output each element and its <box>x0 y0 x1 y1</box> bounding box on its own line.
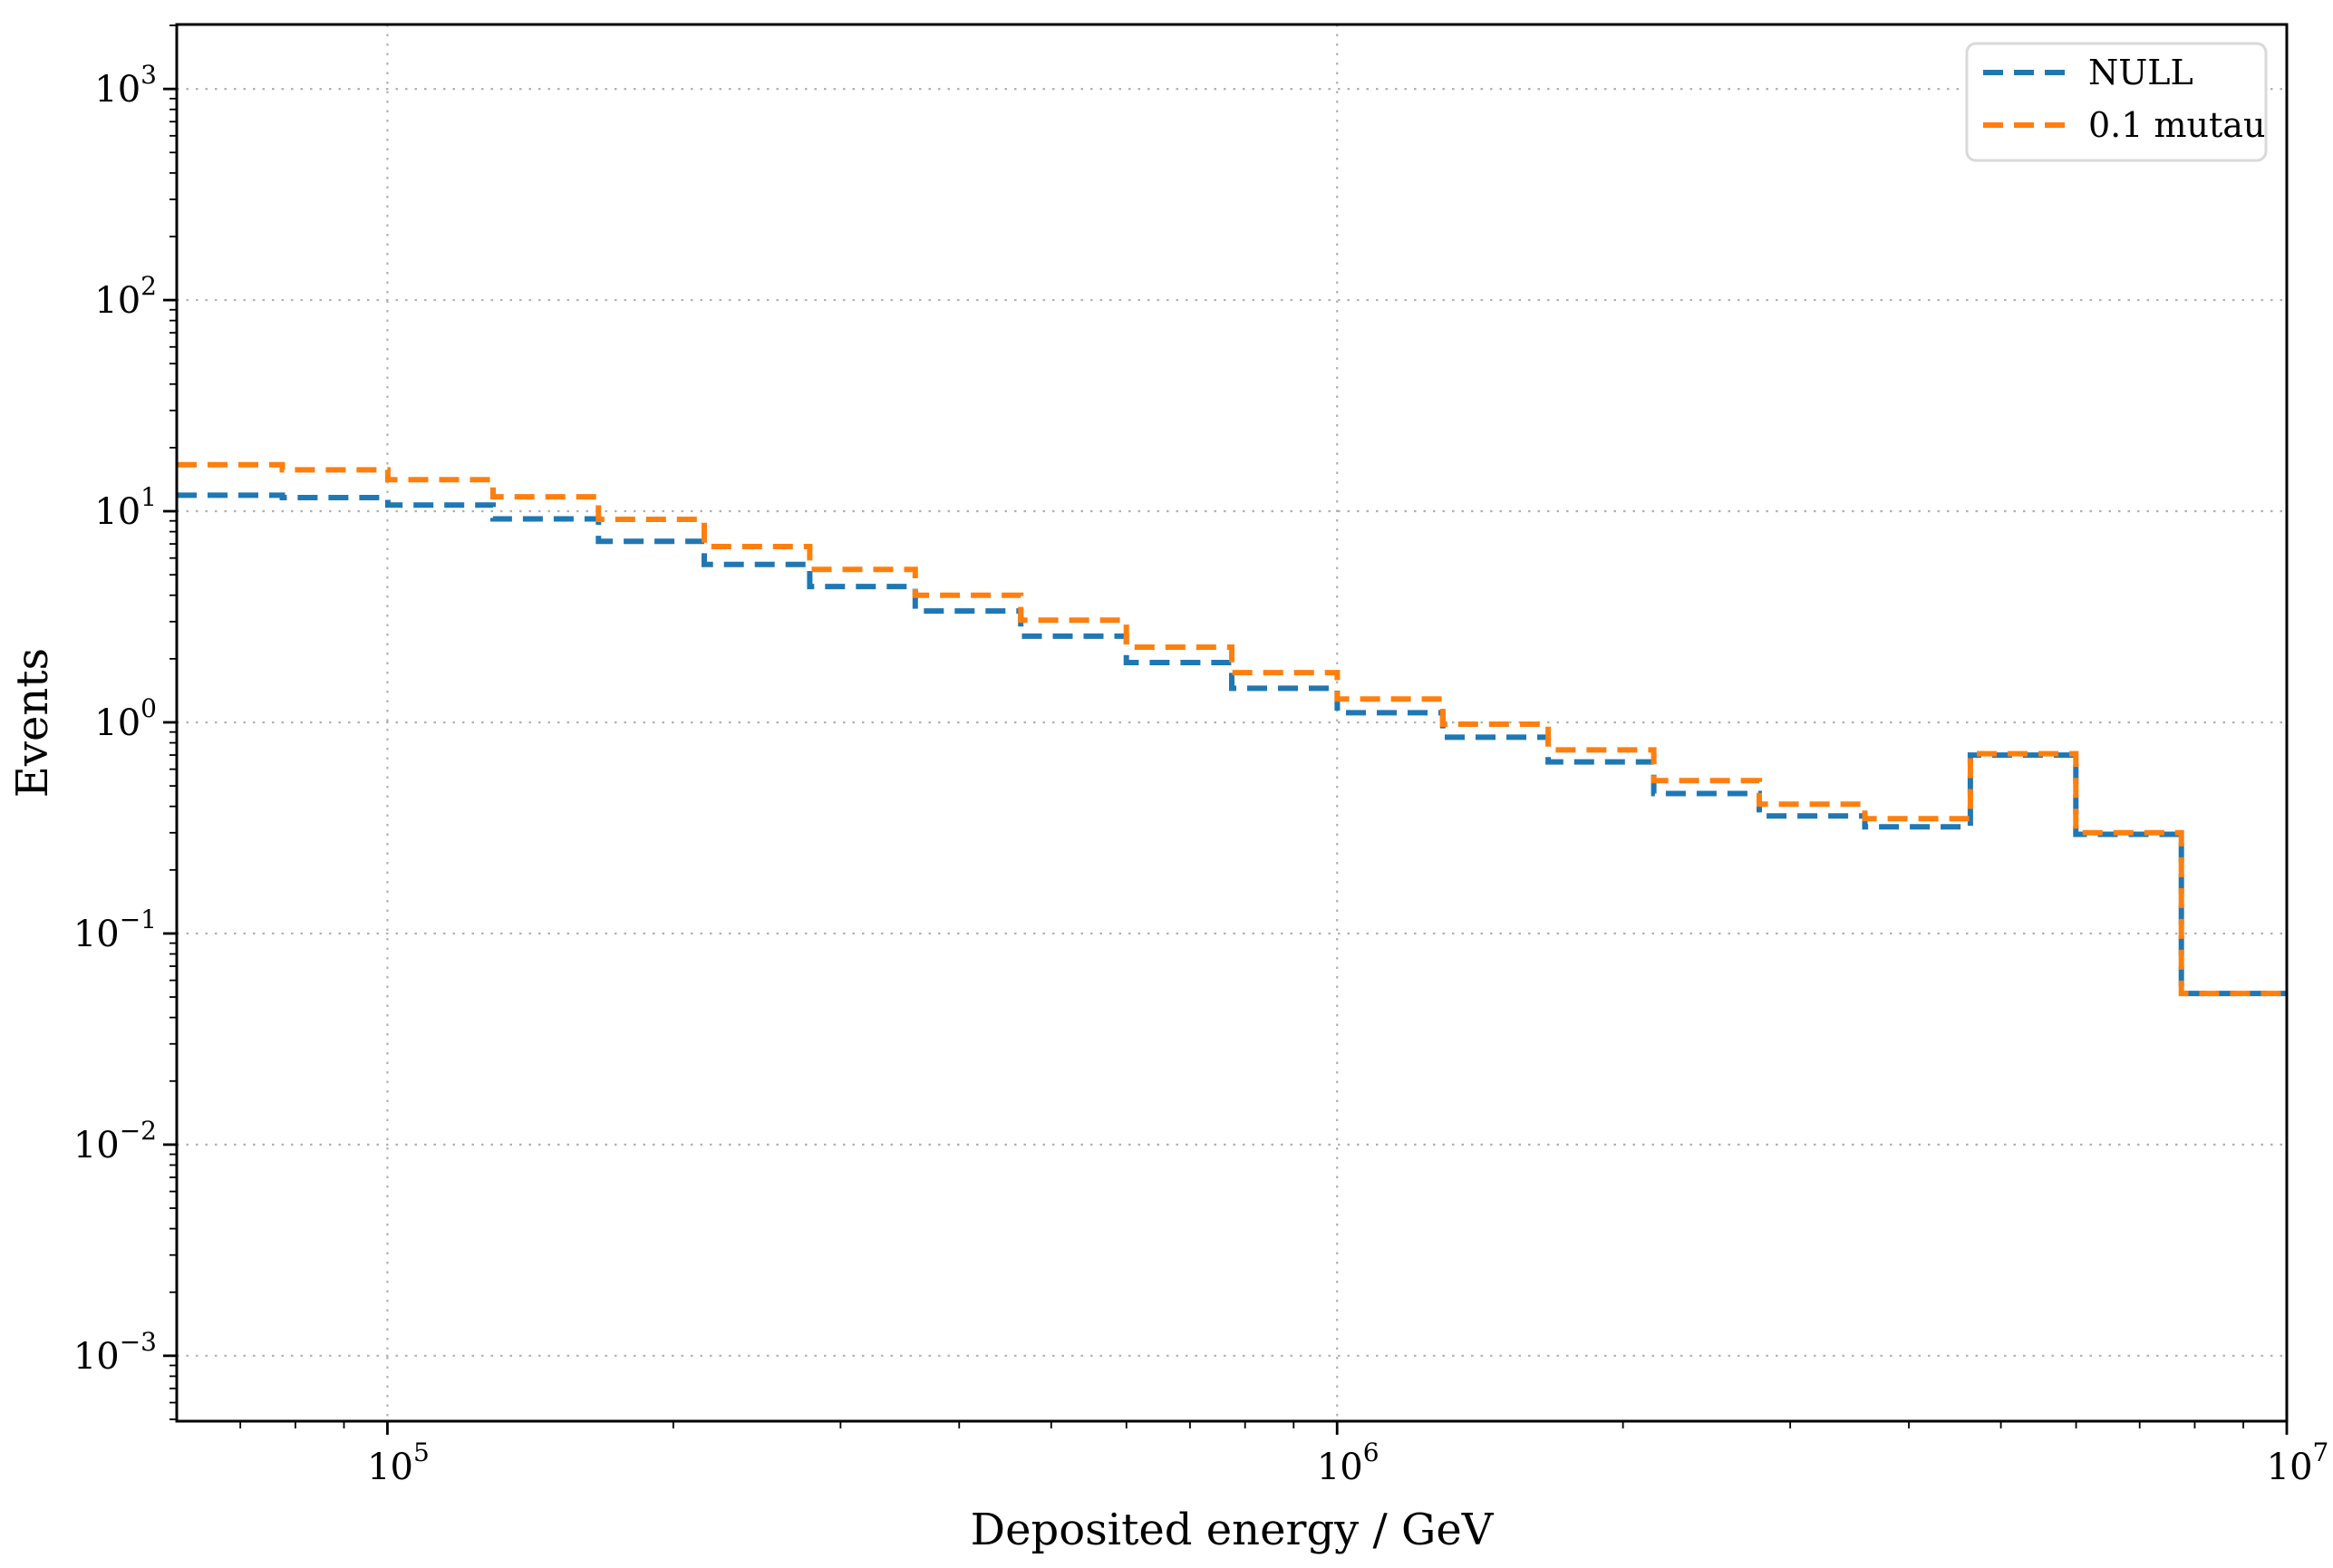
axis-ticks <box>163 24 2289 1435</box>
y-tick-label: 102 <box>94 271 157 322</box>
y-tick-label: 10−1 <box>73 905 157 955</box>
y-tick-label: 100 <box>94 693 157 744</box>
x-tick-label: 105 <box>367 1437 430 1488</box>
legend: NULL 0.1 mutau <box>1965 42 2268 162</box>
series-line-0 <box>177 492 2287 997</box>
legend-label: NULL <box>2088 53 2193 92</box>
tick-labels: 105 106 107 10−3 10−2 10−1 100 101 102 103 <box>73 60 2329 1488</box>
legend-box <box>1965 42 2268 162</box>
plot-border <box>175 23 2289 1423</box>
series-line-1 <box>177 461 2287 997</box>
y-axis-label: Events <box>7 648 58 798</box>
y-tick-label: 10−2 <box>73 1116 157 1166</box>
gridlines <box>177 24 2289 1421</box>
legend-label: 0.1 mutau <box>2088 105 2265 145</box>
x-axis-label: Deposited energy / GeV <box>971 1505 1495 1555</box>
x-tick-label: 107 <box>2267 1437 2329 1488</box>
y-tick-label: 101 <box>94 482 157 533</box>
x-tick-label: 106 <box>1317 1437 1379 1488</box>
y-tick-label: 103 <box>94 60 157 111</box>
y-tick-label: 10−3 <box>73 1327 157 1378</box>
